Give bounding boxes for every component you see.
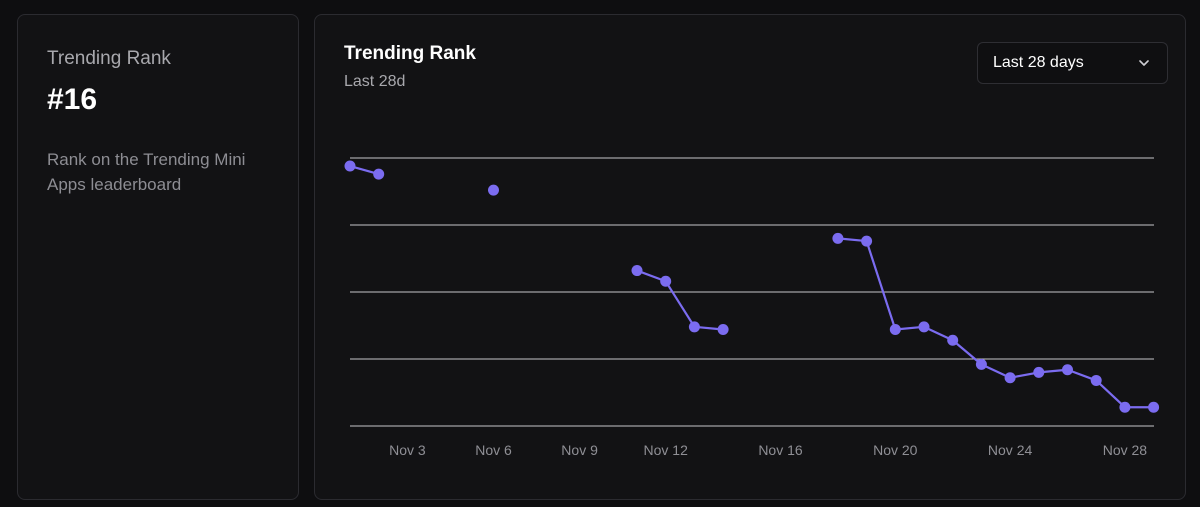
chart-data-point xyxy=(344,160,356,172)
chart-title: Trending Rank xyxy=(344,43,476,64)
stat-description: Rank on the Trending Mini Apps leaderboa… xyxy=(47,150,246,194)
stat-value: #16 xyxy=(47,83,98,116)
chart-data-point xyxy=(1033,366,1045,378)
chart-data-point xyxy=(631,265,643,277)
chart-data-point xyxy=(832,232,844,244)
chart-data-point xyxy=(947,334,959,346)
trending-rank-chart: Nov 3 Nov 6 Nov 9 Nov 12 Nov 16 Nov 20 Nov 24 N… xyxy=(344,157,1160,458)
chart-data-point xyxy=(861,235,873,247)
chart-x-tick-label: Nov 3 xyxy=(389,442,426,458)
chevron-down-icon xyxy=(1139,60,1149,66)
chart-series-line xyxy=(636,269,724,331)
chart-data-point xyxy=(688,321,700,333)
chart-x-tick-label: Nov 16 xyxy=(758,442,803,458)
chart-x-tick-label: Nov 9 xyxy=(561,442,598,458)
chart-x-tick-label: Nov 28 xyxy=(1103,442,1148,458)
chart-data-point xyxy=(1090,374,1102,386)
chart-data-point xyxy=(918,321,930,333)
chart-data-point xyxy=(717,324,729,336)
chart-series-line xyxy=(837,237,1154,409)
chart-data-point xyxy=(1119,401,1131,413)
chart-data-point xyxy=(975,358,987,370)
chart-subtitle: Last 28d xyxy=(344,73,406,90)
chart-x-tick-label: Nov 20 xyxy=(873,442,918,458)
chart-data-point xyxy=(660,275,672,287)
date-range-select-value: Last 28 days xyxy=(993,54,1084,71)
chart-data-point xyxy=(373,168,385,180)
chart-x-tick-label: Nov 24 xyxy=(988,442,1033,458)
trending-rank-chart-card: Trending Rank Last 28d Last 28 days Nov … xyxy=(314,14,1186,500)
chart-x-tick-label: Nov 12 xyxy=(644,442,689,458)
chart-x-tick-label: Nov 6 xyxy=(475,442,512,458)
date-range-select[interactable]: Last 28 days xyxy=(977,42,1168,84)
stat-label: Trending Rank xyxy=(47,48,171,69)
chart-data-point xyxy=(1004,372,1016,384)
chart-data-point xyxy=(889,324,901,336)
chart-data-point xyxy=(488,184,499,196)
chart-data-point xyxy=(1148,401,1160,413)
chart-data-point xyxy=(1062,364,1073,376)
trending-rank-card: Trending Rank #16 Rank on the Trending M… xyxy=(17,14,299,500)
